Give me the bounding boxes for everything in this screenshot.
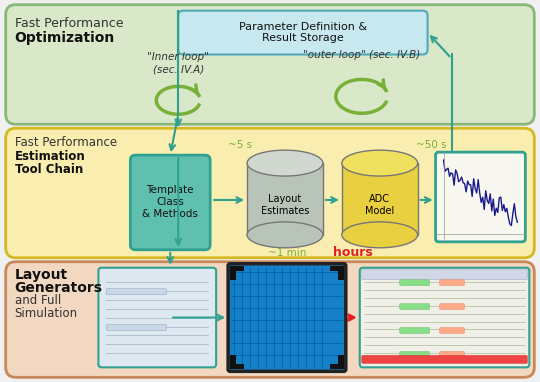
FancyBboxPatch shape — [400, 280, 430, 286]
FancyBboxPatch shape — [130, 155, 210, 250]
Text: ~50 s: ~50 s — [416, 140, 447, 150]
Ellipse shape — [342, 222, 417, 248]
Polygon shape — [230, 266, 244, 280]
Text: Generators: Generators — [15, 281, 103, 295]
FancyBboxPatch shape — [362, 355, 528, 363]
Text: Template
Class
& Methods: Template Class & Methods — [143, 185, 198, 219]
FancyBboxPatch shape — [400, 304, 430, 309]
Polygon shape — [330, 355, 344, 369]
Text: and Full: and Full — [15, 294, 61, 307]
FancyBboxPatch shape — [228, 264, 346, 371]
FancyBboxPatch shape — [178, 11, 428, 55]
Text: Layout
Estimates: Layout Estimates — [261, 194, 309, 216]
Text: Tool Chain: Tool Chain — [15, 163, 83, 176]
FancyBboxPatch shape — [400, 327, 430, 333]
FancyBboxPatch shape — [436, 152, 525, 242]
FancyBboxPatch shape — [362, 270, 528, 280]
Text: Estimation: Estimation — [15, 150, 85, 163]
Text: hours: hours — [333, 246, 373, 259]
FancyBboxPatch shape — [440, 327, 464, 333]
Ellipse shape — [247, 150, 323, 176]
FancyBboxPatch shape — [247, 163, 323, 235]
FancyBboxPatch shape — [106, 325, 166, 330]
Text: (sec. IV.A): (sec. IV.A) — [153, 65, 204, 74]
FancyBboxPatch shape — [98, 268, 216, 367]
Text: ~5 s: ~5 s — [228, 140, 252, 150]
Text: Fast Performance: Fast Performance — [15, 17, 123, 30]
FancyBboxPatch shape — [6, 262, 534, 377]
FancyBboxPatch shape — [106, 289, 166, 295]
Text: Optimization: Optimization — [15, 31, 115, 45]
FancyBboxPatch shape — [400, 351, 430, 358]
Text: Simulation: Simulation — [15, 307, 78, 320]
Polygon shape — [330, 266, 344, 280]
FancyBboxPatch shape — [440, 304, 464, 309]
Text: "outer loop" (sec. IV.B): "outer loop" (sec. IV.B) — [303, 50, 420, 60]
FancyBboxPatch shape — [342, 163, 417, 235]
Text: "Inner loop": "Inner loop" — [147, 52, 209, 63]
FancyBboxPatch shape — [440, 280, 464, 286]
Ellipse shape — [247, 222, 323, 248]
Text: Layout: Layout — [15, 268, 68, 282]
Text: Parameter Definition &
Result Storage: Parameter Definition & Result Storage — [239, 22, 367, 44]
Text: Fast Performance: Fast Performance — [15, 136, 117, 149]
Text: ~1 min: ~1 min — [268, 248, 306, 258]
Polygon shape — [230, 355, 244, 369]
FancyBboxPatch shape — [6, 128, 534, 258]
FancyBboxPatch shape — [440, 351, 464, 358]
Ellipse shape — [342, 150, 417, 176]
FancyBboxPatch shape — [6, 5, 534, 124]
FancyBboxPatch shape — [360, 268, 529, 367]
Text: ADC
Model: ADC Model — [365, 194, 394, 216]
